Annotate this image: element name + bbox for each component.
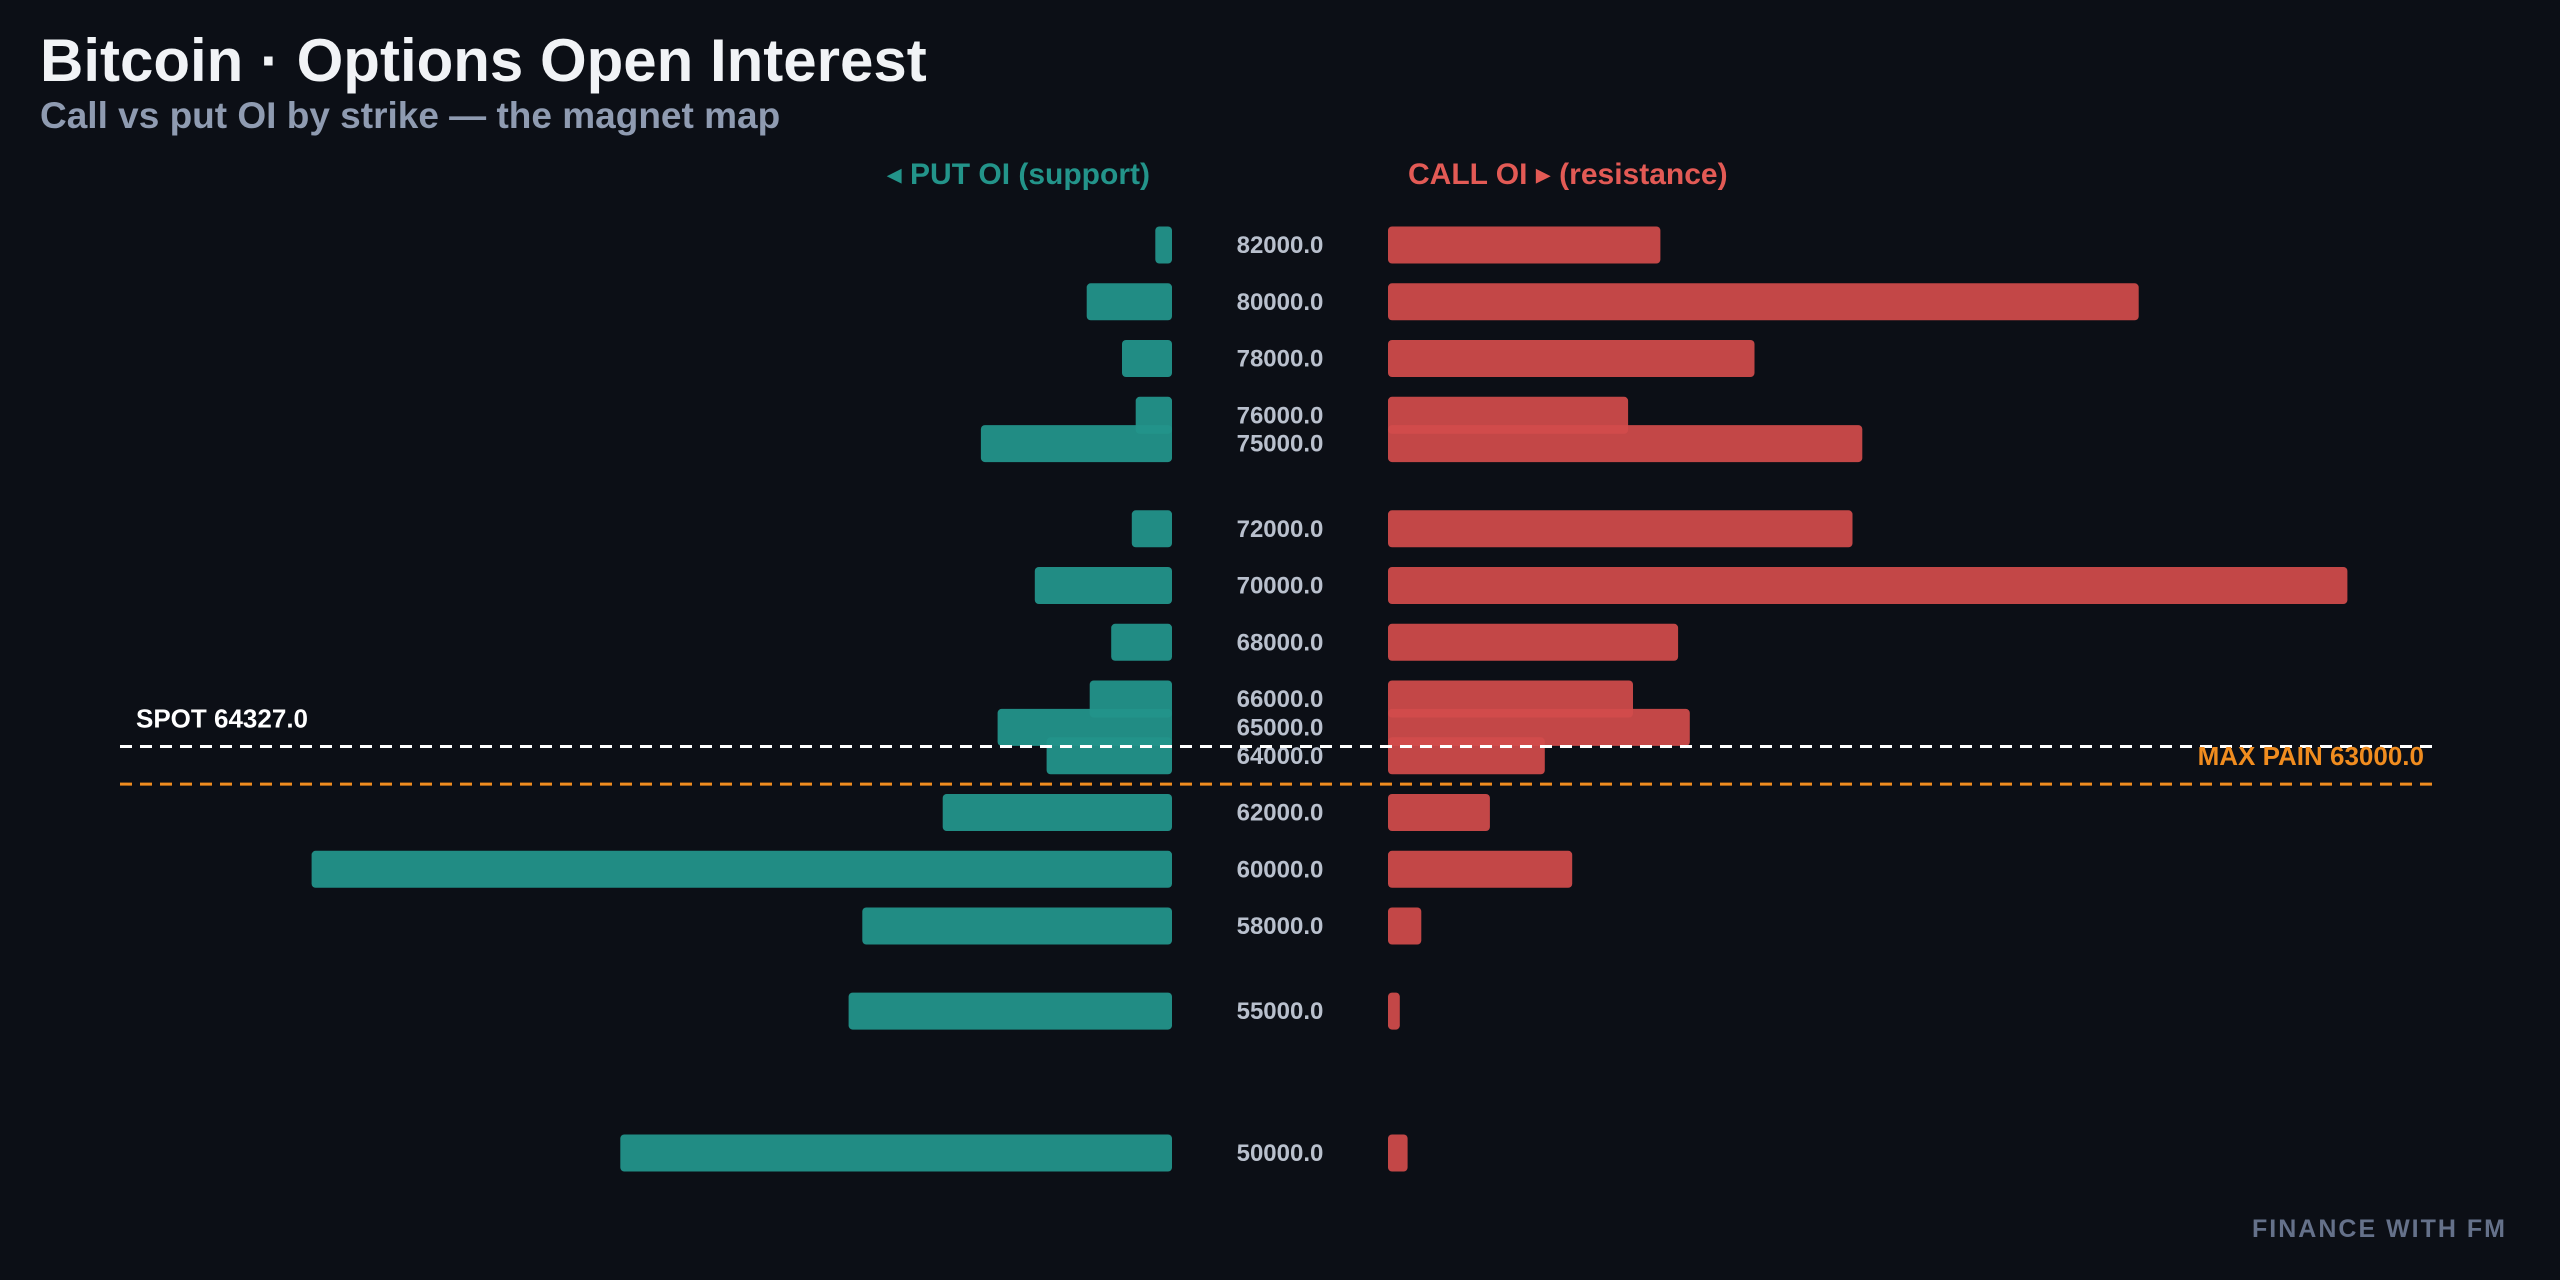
call-bar-70000	[1388, 567, 2348, 604]
call-bar-66000	[1388, 680, 1633, 718]
strike-label-72000: 72000.0	[1237, 516, 1324, 543]
call-bar-58000	[1388, 907, 1422, 945]
strike-label-55000: 55000.0	[1237, 998, 1324, 1025]
strike-label-68000: 68000.0	[1237, 629, 1324, 656]
call-bar-75000	[1388, 425, 1863, 463]
put-bar-66000	[1089, 680, 1172, 718]
strike-label-70000: 70000.0	[1237, 573, 1324, 600]
call-bar-55000	[1388, 992, 1400, 1030]
strike-label-78000: 78000.0	[1237, 346, 1324, 373]
put-bar-72000	[1131, 510, 1172, 548]
put-bar-68000	[1111, 623, 1172, 661]
call-bar-62000	[1388, 794, 1490, 831]
call-bar-76000	[1388, 396, 1629, 434]
put-bar-62000	[942, 794, 1172, 831]
call-bar-78000	[1388, 340, 1755, 377]
call-bar-65000	[1388, 708, 1690, 746]
put-bar-78000	[1122, 340, 1172, 377]
strike-label-60000: 60000.0	[1237, 856, 1324, 883]
call-bar-64000	[1388, 737, 1545, 775]
chart-subtitle: Call vs put OI by strike — the magnet ma…	[40, 95, 780, 136]
put-bar-64000	[1046, 737, 1172, 775]
spot-price-label: SPOT 64327.0	[136, 704, 308, 734]
put-bar-70000	[1034, 567, 1172, 604]
strike-label-50000: 50000.0	[1237, 1140, 1324, 1167]
strike-label-62000: 62000.0	[1237, 800, 1324, 827]
call-bar-80000	[1388, 283, 2139, 321]
put-bar-75000	[980, 425, 1172, 463]
put-bar-82000	[1155, 226, 1172, 264]
strike-label-65000: 65000.0	[1237, 714, 1324, 741]
put-bar-80000	[1086, 283, 1172, 321]
call-bar-72000	[1388, 510, 1853, 548]
put-bar-65000	[997, 708, 1172, 746]
put-bar-76000	[1135, 396, 1172, 434]
call-oi-header: CALL OI ▸ (resistance)	[1408, 158, 1728, 191]
put-oi-header: ◂ PUT OI (support)	[887, 158, 1150, 191]
max-pain-label: MAX PAIN 63000.0	[2198, 741, 2424, 771]
strike-label-82000: 82000.0	[1237, 232, 1324, 259]
put-bar-60000	[311, 850, 1173, 888]
put-bars-group	[311, 226, 1173, 1172]
strike-label-75000: 75000.0	[1237, 431, 1324, 458]
strike-label-58000: 58000.0	[1237, 913, 1324, 940]
strike-label-80000: 80000.0	[1237, 289, 1324, 316]
strike-label-76000: 76000.0	[1237, 402, 1324, 429]
call-bar-50000	[1388, 1134, 1408, 1172]
put-bar-50000	[620, 1134, 1172, 1172]
put-bar-58000	[862, 907, 1172, 945]
put-bar-55000	[848, 992, 1172, 1030]
call-bar-60000	[1388, 850, 1573, 888]
call-bar-82000	[1388, 226, 1661, 264]
watermark-text: FINANCE WITH FM	[2252, 1215, 2507, 1243]
strike-label-66000: 66000.0	[1237, 686, 1324, 713]
call-bar-68000	[1388, 623, 1679, 661]
chart-title: Bitcoin · Options Open Interest	[40, 27, 927, 94]
